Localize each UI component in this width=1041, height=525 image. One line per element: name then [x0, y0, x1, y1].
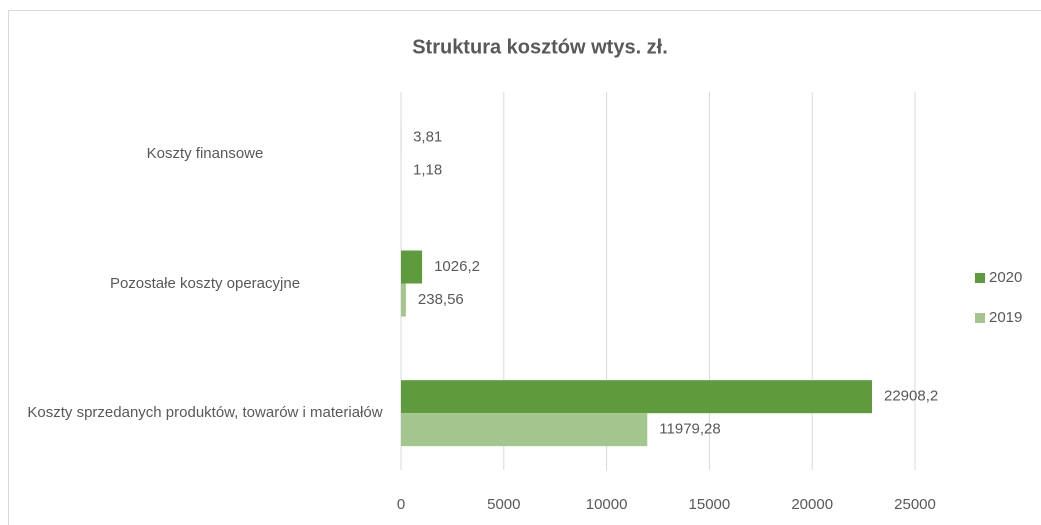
data-label: 238,56: [418, 291, 464, 308]
x-tick-label: 5000: [487, 496, 520, 513]
x-tick-label: 25000: [894, 496, 936, 513]
x-tick-label: 15000: [689, 496, 731, 513]
legend-label: 2019: [989, 309, 1022, 326]
y-tick-label: Koszty finansowe: [146, 144, 264, 162]
bar: [401, 250, 423, 284]
legend-label: 2020: [989, 269, 1022, 286]
bar: [401, 283, 406, 317]
data-label: 3,81: [413, 128, 442, 145]
chart-border: [8, 10, 1041, 525]
x-tick-label: 0: [397, 496, 405, 513]
x-tick-label: 20000: [791, 496, 833, 513]
data-label: 1026,2: [434, 258, 480, 275]
data-label: 22908,2: [884, 388, 938, 405]
data-label: 11979,28: [659, 421, 720, 438]
chart-title: Struktura kosztów wtys. zł.: [412, 36, 668, 58]
bar: [401, 380, 872, 414]
legend-swatch: [975, 313, 985, 323]
bar: [401, 413, 648, 447]
legend-swatch: [975, 273, 985, 283]
x-tick-label: 10000: [586, 496, 628, 513]
y-tick-label: Pozostałe koszty operacyjne: [109, 274, 301, 292]
y-tick-label: Koszty sprzedanych produktów, towarów i …: [27, 404, 383, 422]
data-label: 1,18: [413, 161, 442, 178]
